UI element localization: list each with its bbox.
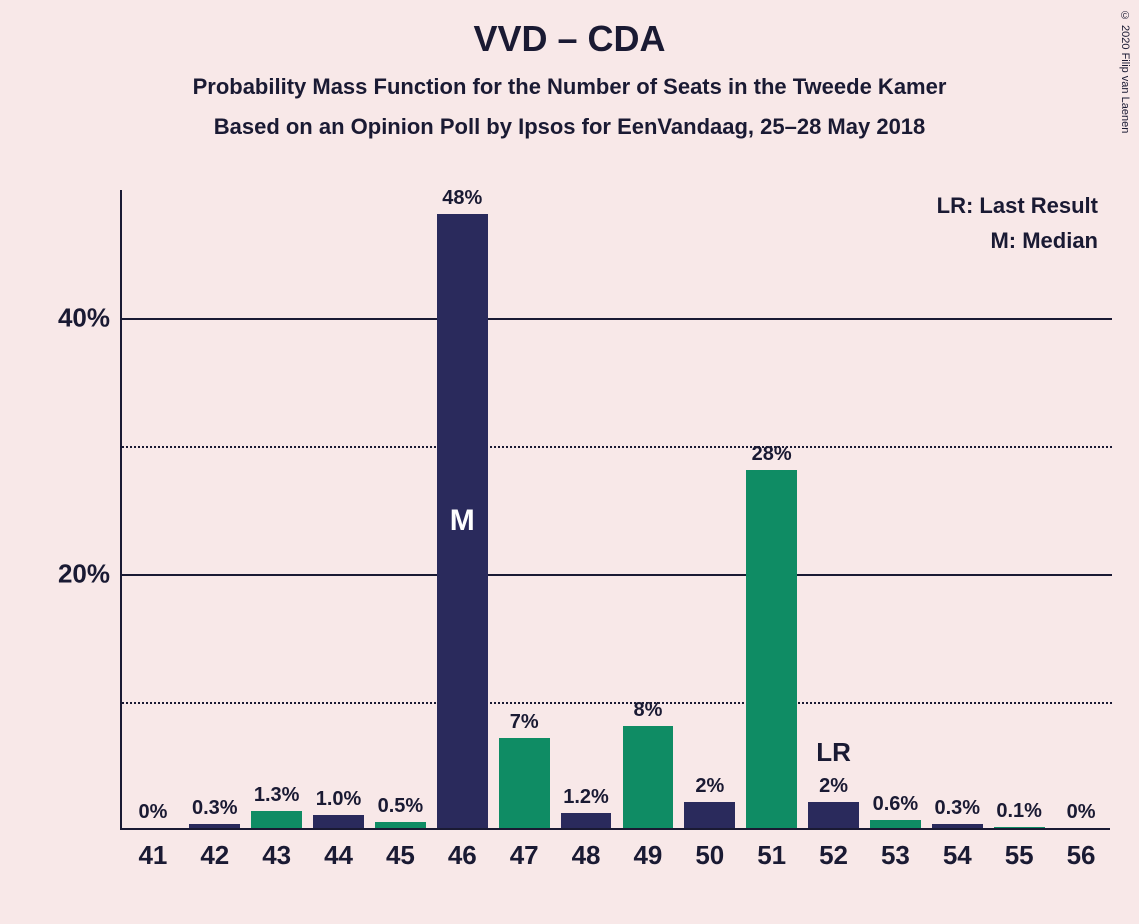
bar: 0.6% bbox=[870, 820, 921, 828]
bar: 2% bbox=[684, 802, 735, 828]
x-axis-label: 50 bbox=[695, 828, 724, 871]
bar: 2% bbox=[808, 802, 859, 828]
chart-subtitle-2: Based on an Opinion Poll by Ipsos for Ee… bbox=[0, 114, 1139, 140]
bar-value-label: 1.0% bbox=[316, 788, 362, 815]
bar-value-label: 0% bbox=[138, 801, 167, 828]
y-axis-label: 40% bbox=[58, 303, 110, 334]
legend-m: M: Median bbox=[937, 223, 1098, 258]
bar-value-label: 0.5% bbox=[378, 795, 424, 822]
x-axis-label: 48 bbox=[572, 828, 601, 871]
bar-value-label: 0.3% bbox=[935, 797, 981, 824]
gridline-major bbox=[122, 318, 1112, 320]
chart-title: VVD – CDA bbox=[0, 0, 1139, 60]
bar: 1.3% bbox=[251, 811, 302, 828]
bar-value-label: 0.6% bbox=[873, 793, 919, 820]
x-axis-label: 55 bbox=[1005, 828, 1034, 871]
legend: LR: Last Result M: Median bbox=[937, 188, 1098, 258]
legend-lr: LR: Last Result bbox=[937, 188, 1098, 223]
bar: 8% bbox=[623, 726, 674, 828]
bar-value-label: 0.1% bbox=[996, 800, 1042, 827]
bar-value-label: 2% bbox=[695, 775, 724, 802]
chart-area: LR: Last Result M: Median 20%40%0%410.3%… bbox=[120, 190, 1110, 830]
bar-value-label: 8% bbox=[633, 699, 662, 726]
bar-value-label: 7% bbox=[510, 711, 539, 738]
bar: 48%M bbox=[437, 214, 488, 828]
gridline-major bbox=[122, 574, 1112, 576]
bar: 1.2% bbox=[561, 813, 612, 828]
x-axis-label: 52 bbox=[819, 828, 848, 871]
x-axis-label: 47 bbox=[510, 828, 539, 871]
x-axis-label: 56 bbox=[1067, 828, 1096, 871]
chart-subtitle-1: Probability Mass Function for the Number… bbox=[0, 74, 1139, 100]
bar-value-label: 28% bbox=[752, 443, 792, 470]
plot-region: LR: Last Result M: Median 20%40%0%410.3%… bbox=[120, 190, 1110, 830]
bar-value-label: 1.3% bbox=[254, 784, 300, 811]
x-axis-label: 49 bbox=[633, 828, 662, 871]
x-axis-label: 46 bbox=[448, 828, 477, 871]
bar-value-label: 0% bbox=[1067, 801, 1096, 828]
bar-value-label: 0.3% bbox=[192, 797, 238, 824]
x-axis-label: 45 bbox=[386, 828, 415, 871]
gridline-minor bbox=[122, 446, 1112, 448]
bar-value-label: 1.2% bbox=[563, 786, 609, 813]
x-axis-label: 41 bbox=[138, 828, 167, 871]
last-result-marker: LR bbox=[816, 737, 851, 768]
x-axis-label: 53 bbox=[881, 828, 910, 871]
gridline-minor bbox=[122, 702, 1112, 704]
x-axis-label: 51 bbox=[757, 828, 786, 871]
bar: 28% bbox=[746, 470, 797, 828]
median-marker: M bbox=[450, 504, 475, 538]
bar: 1.0% bbox=[313, 815, 364, 828]
x-axis-label: 42 bbox=[200, 828, 229, 871]
x-axis-label: 43 bbox=[262, 828, 291, 871]
bar-value-label: 2% bbox=[819, 775, 848, 802]
bar: 7% bbox=[499, 738, 550, 828]
x-axis-label: 44 bbox=[324, 828, 353, 871]
y-axis-label: 20% bbox=[58, 559, 110, 590]
bar-value-label: 48% bbox=[442, 187, 482, 214]
copyright-text: © 2020 Filip van Laenen bbox=[1119, 10, 1131, 133]
x-axis-label: 54 bbox=[943, 828, 972, 871]
